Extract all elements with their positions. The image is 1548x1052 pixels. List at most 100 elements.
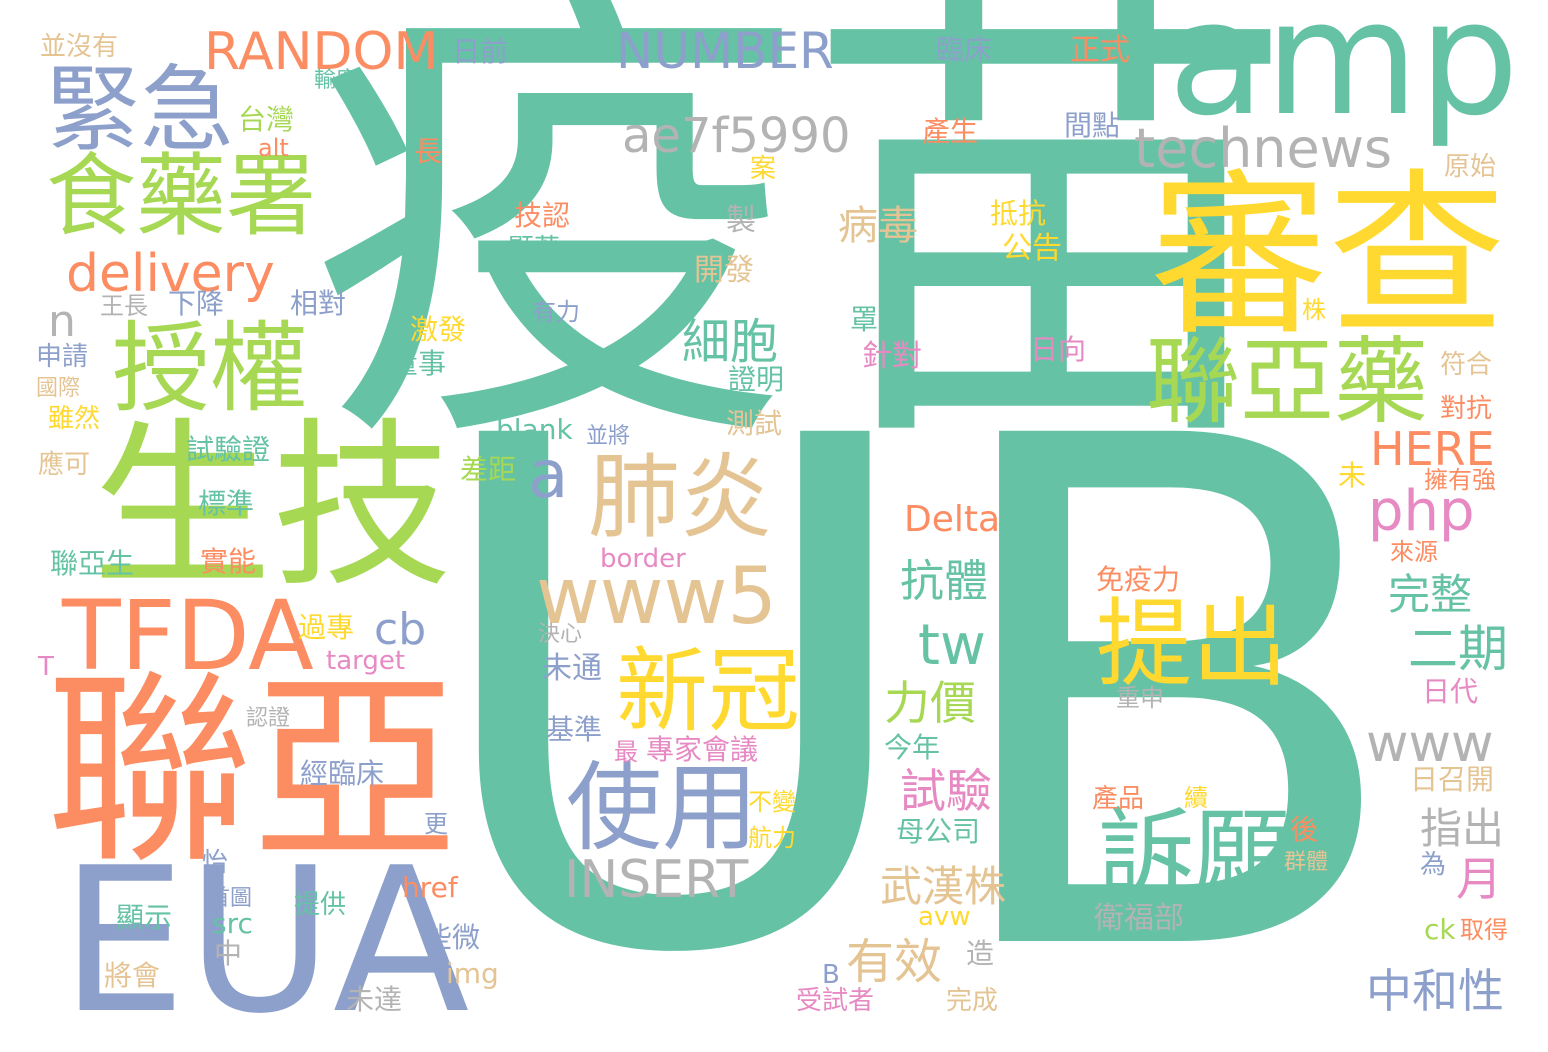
word: target (326, 646, 406, 676)
word: 符合 (1440, 350, 1493, 380)
word: 聯亞藥 (1146, 328, 1429, 437)
word: 月 (1456, 852, 1502, 906)
word: 聯亞 (46, 651, 459, 891)
word: 原始 (1444, 152, 1497, 182)
word: 提供 (294, 890, 347, 920)
word: 公告 (1002, 231, 1062, 266)
word: 證明 (728, 363, 785, 396)
word: 結果 (1204, 897, 1269, 935)
word: 群體 (1284, 850, 1329, 875)
word: 顯示 (116, 901, 173, 934)
word: 完整 (1388, 570, 1473, 619)
word: 標準 (198, 487, 255, 520)
word: www5 (536, 552, 778, 642)
word: href (402, 871, 458, 904)
word: 王長 (100, 292, 148, 320)
word: www (1366, 714, 1494, 774)
word: 免疫力 (1096, 563, 1181, 596)
word: 日向 (1030, 333, 1087, 366)
word: 二期 (1408, 620, 1508, 678)
word: 抵抗 (990, 197, 1047, 230)
word: 過專 (298, 611, 355, 644)
word: 株 (1302, 296, 1326, 324)
word: 長 (414, 135, 443, 168)
word: 細胞 (682, 314, 779, 370)
word: 差距 (460, 453, 517, 486)
word: 緊急 (46, 56, 235, 165)
word: 針對 (862, 339, 922, 374)
word: 後 (1290, 813, 1319, 846)
word: 經臨床 (300, 757, 385, 790)
word: 董事 (390, 347, 447, 380)
word: 案 (750, 154, 777, 184)
word: 基準 (546, 713, 603, 746)
word: 並將 (586, 424, 631, 449)
word: 製 (726, 203, 756, 238)
word: 訴願 (1098, 798, 1290, 910)
word: 台灣 (238, 103, 295, 136)
word: 開發 (694, 253, 754, 288)
word: INSERT (564, 850, 749, 910)
word: Delta (904, 499, 1001, 540)
word: 雖然 (48, 404, 101, 434)
word: 未達 (346, 983, 403, 1016)
word: 測試 (726, 407, 783, 440)
word: 試驗證 (186, 433, 271, 466)
word: 指出 (1420, 804, 1505, 853)
word: T (38, 652, 54, 682)
word: 疫苗 (308, 0, 1298, 505)
word: 首圖 (208, 886, 253, 911)
word: 對抗 (1440, 394, 1493, 424)
word: 將會 (104, 959, 161, 992)
word: alt (258, 134, 289, 162)
word: B (822, 960, 840, 990)
word: 日召開 (1410, 763, 1495, 796)
word: 更 (424, 810, 448, 838)
word: 技認 (514, 199, 571, 232)
word: a (528, 436, 569, 513)
word: NUMBER (616, 22, 834, 80)
word: HERE (1370, 422, 1495, 476)
word: 有力 (532, 298, 580, 326)
word: 取得 (1460, 916, 1508, 944)
word: ae7f5990 (622, 108, 851, 164)
word: 來源 (1390, 538, 1438, 566)
word: 力價 (884, 676, 976, 730)
word: 不變 (748, 788, 796, 816)
word: 續 (1184, 784, 1208, 812)
word: 未通 (542, 651, 602, 686)
word: 中和性 (1366, 964, 1504, 1018)
word: 產生 (922, 115, 979, 148)
word: 重申 (1116, 684, 1164, 712)
word: ck (1424, 913, 1456, 946)
word: 未 (1338, 459, 1367, 492)
word: 審查 (1150, 153, 1506, 360)
word: 受試者 (796, 986, 875, 1016)
word: 激發 (410, 313, 467, 346)
word: avw (918, 902, 971, 932)
word: cb (374, 604, 427, 655)
word: 新冠 (616, 638, 801, 745)
word: 提出 (1096, 588, 1288, 700)
word: 應可 (38, 450, 91, 480)
word: 最 (614, 738, 638, 766)
word: 生技 (92, 403, 453, 612)
word: 怡 (202, 848, 229, 878)
word: TFDA (62, 580, 314, 692)
word: php (1368, 479, 1475, 544)
word: 武漢株 (880, 862, 1007, 911)
word: 產品 (1092, 784, 1145, 814)
word: 些微 (424, 921, 481, 954)
word: 食藥署 (46, 144, 316, 249)
word: 申請 (36, 342, 89, 372)
word: 擁有強 (1424, 466, 1496, 494)
word: 國際 (36, 376, 81, 401)
word: 並沒有 (40, 32, 119, 62)
word: img (446, 957, 499, 990)
word: technews (1134, 117, 1393, 180)
word: 衛福部 (1094, 901, 1184, 936)
word: amp (1168, 0, 1520, 151)
word: 罩時 (850, 303, 907, 336)
word: 相對 (290, 287, 347, 320)
word: 臨床 (936, 33, 993, 66)
